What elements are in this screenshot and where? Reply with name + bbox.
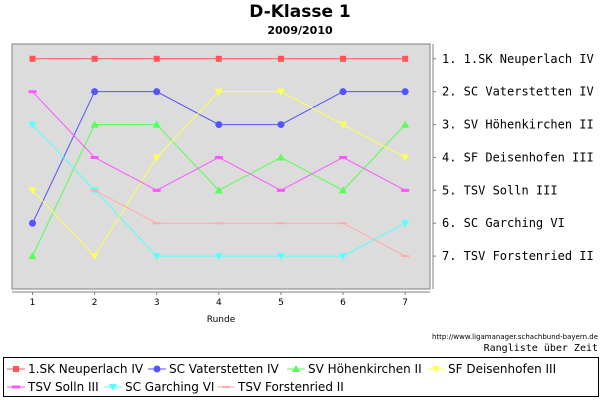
series-4-point bbox=[152, 154, 161, 162]
line-chart: 1 2 3 4 5 6 7 Runde 1. 1.SK Neuperlach IV 2. SC V… bbox=[11, 43, 594, 325]
legend-item: SC Vaterstetten IV bbox=[148, 360, 279, 378]
legend-swatch-marker bbox=[432, 366, 440, 373]
series-7-point bbox=[339, 222, 348, 225]
legend-label: TSV Solln III bbox=[28, 380, 99, 394]
x-tick-label: 7 bbox=[402, 298, 408, 308]
legend-swatch-marker bbox=[12, 385, 20, 389]
legend-swatch bbox=[148, 365, 166, 373]
series-5-point bbox=[339, 155, 348, 159]
right-axis-label: 7. TSV Forstenried II bbox=[442, 249, 594, 263]
legend-swatch-marker bbox=[153, 365, 161, 373]
legend-swatch bbox=[427, 366, 445, 373]
legend-swatch-marker bbox=[222, 386, 230, 388]
legend-item: TSV Solln III bbox=[7, 378, 99, 396]
series-2-point bbox=[339, 88, 347, 96]
series-line-7 bbox=[94, 189, 406, 257]
legend-item: SC Garching VI bbox=[104, 378, 214, 396]
series-1-point bbox=[91, 55, 98, 62]
series-4-point bbox=[339, 121, 348, 129]
x-tick-label: 3 bbox=[154, 298, 160, 308]
series-4-point bbox=[214, 88, 223, 96]
series-5-point bbox=[401, 188, 410, 192]
caption-note: Rangliste über Zeit bbox=[483, 343, 598, 354]
series-4-point bbox=[28, 187, 37, 195]
series-1-point bbox=[340, 55, 347, 62]
series-1-point bbox=[402, 55, 409, 62]
series-6-point bbox=[214, 253, 223, 261]
series-3-point bbox=[90, 120, 99, 128]
legend-label: 1.SK Neuperlach IV bbox=[28, 362, 144, 376]
right-axis-label: 5. TSV Solln III bbox=[442, 183, 558, 197]
legend-swatch bbox=[104, 384, 122, 391]
series-5-point bbox=[90, 155, 99, 159]
legend-item: SV Höhenkirchen II bbox=[287, 360, 422, 378]
legend-label: SF Deisenhofen III bbox=[448, 362, 557, 376]
series-3-point bbox=[401, 120, 410, 128]
right-axis-label: 3. SV Höhenkirchen II bbox=[442, 118, 594, 132]
series-4-point bbox=[276, 88, 285, 96]
series-3-point bbox=[28, 252, 37, 260]
legend-swatch-marker bbox=[109, 384, 117, 391]
x-tick-label: 6 bbox=[340, 298, 346, 308]
series-5-point bbox=[152, 188, 161, 192]
chart-legend: 1.SK Neuperlach IV SC Vaterstetten IV SV H… bbox=[3, 357, 599, 397]
series-1-point bbox=[215, 55, 222, 62]
series-2-point bbox=[215, 121, 223, 129]
right-axis-label: 6. SC Garching VI bbox=[442, 216, 565, 230]
series-6-point bbox=[401, 220, 410, 228]
series-5-point bbox=[28, 90, 37, 94]
series-6-point bbox=[152, 253, 161, 261]
series-1-point bbox=[29, 55, 36, 62]
series-2-point bbox=[401, 88, 409, 96]
right-axis-label: 2. SC Vaterstetten IV bbox=[442, 85, 594, 99]
series-5-point bbox=[276, 188, 285, 192]
series-4-point bbox=[90, 253, 99, 261]
series-6-point bbox=[28, 121, 37, 129]
chart-subtitle: 2009/2010 bbox=[267, 24, 333, 37]
legend-swatch bbox=[217, 386, 235, 388]
series-2-point bbox=[153, 88, 161, 96]
series-6-point bbox=[276, 253, 285, 261]
series-2-point bbox=[91, 88, 99, 96]
x-tick-label: 5 bbox=[278, 298, 284, 308]
x-tick-label: 4 bbox=[216, 298, 222, 308]
series-2-point bbox=[277, 121, 285, 129]
series-3-point bbox=[339, 186, 348, 194]
legend-item: TSV Forstenried II bbox=[217, 378, 344, 396]
x-tick-label: 2 bbox=[92, 298, 98, 308]
series-4-point bbox=[401, 154, 410, 162]
x-axis-label: Runde bbox=[207, 315, 236, 325]
x-tick-label: 1 bbox=[30, 298, 36, 308]
legend-label: TSV Forstenried II bbox=[238, 380, 344, 394]
legend-swatch-marker bbox=[13, 366, 19, 372]
legend-swatch bbox=[7, 366, 25, 372]
legend-item: 1.SK Neuperlach IV bbox=[7, 360, 143, 378]
series-7-point bbox=[90, 189, 99, 192]
legend-item: SF Deisenhofen III bbox=[427, 360, 556, 378]
series-7-point bbox=[401, 255, 410, 258]
series-7-point bbox=[214, 222, 223, 225]
chart-title: D-Klasse 1 bbox=[249, 2, 351, 22]
series-2-point bbox=[28, 219, 36, 227]
series-5-point bbox=[214, 155, 223, 159]
source-url: http://www.ligamanager.schachbund-bayern… bbox=[431, 333, 598, 341]
right-axis-label: 1. 1.SK Neuperlach IV bbox=[442, 52, 594, 66]
series-1-point bbox=[153, 55, 160, 62]
legend-label: SV Höhenkirchen II bbox=[308, 362, 422, 376]
series-3-point bbox=[152, 120, 161, 128]
series-7-point bbox=[276, 222, 285, 225]
legend-label: SC Garching VI bbox=[125, 380, 215, 394]
legend-swatch bbox=[287, 365, 305, 372]
legend-label: SC Vaterstetten IV bbox=[169, 362, 279, 376]
legend-swatch-marker bbox=[292, 365, 300, 372]
series-1-point bbox=[277, 55, 284, 62]
series-3-point bbox=[214, 186, 223, 194]
legend-swatch bbox=[7, 385, 25, 389]
series-7-point bbox=[152, 222, 161, 225]
series-6-point bbox=[339, 253, 348, 261]
right-axis-label: 4. SF Deisenhofen III bbox=[442, 150, 594, 164]
series-3-point bbox=[276, 153, 285, 161]
